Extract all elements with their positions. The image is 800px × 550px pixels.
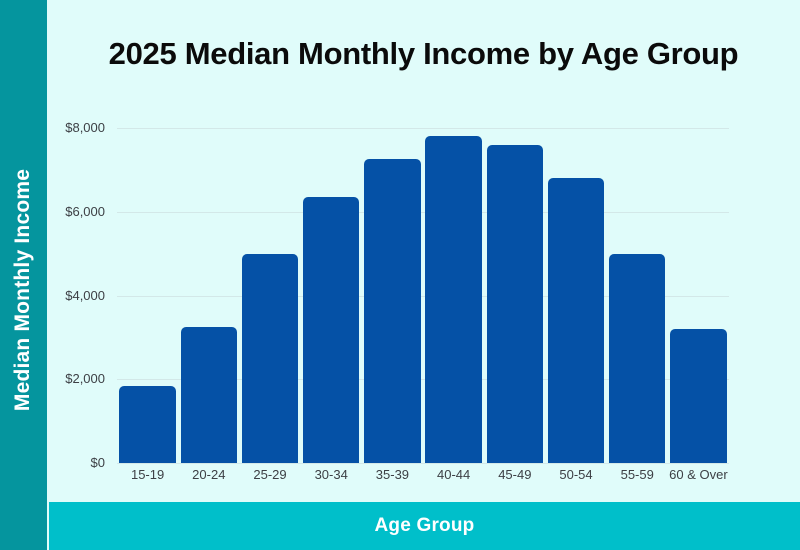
gridline <box>117 128 729 129</box>
x-tick-label: 30-34 <box>314 467 348 482</box>
y-tick-label: $8,000 <box>65 120 105 135</box>
x-tick-label: 55-59 <box>620 467 654 482</box>
y-axis-ticks: $0 $2,000 $4,000 $6,000 $8,000 <box>40 120 105 470</box>
x-tick-label: 35-39 <box>375 467 410 482</box>
bar-25-29 <box>241 253 299 463</box>
bars-container <box>117 128 729 463</box>
bar-15-19 <box>119 385 176 463</box>
x-tick-label: 15-19 <box>130 467 165 482</box>
x-tick-label: 45-49 <box>498 467 532 482</box>
x-tick-label: 25-29 <box>253 467 287 482</box>
bar-slot <box>545 128 606 463</box>
x-axis-ticks: 15-19 20-24 25-29 30-34 35-39 40-44 45-49 50-54… <box>117 467 729 482</box>
chart-title: 2025 Median Monthly Income by Age Group <box>108 36 739 71</box>
y-axis-band: Median Monthly Income <box>0 0 47 550</box>
y-tick-label: $4,000 <box>65 287 105 303</box>
bar-slot <box>423 128 484 463</box>
x-tick-label: 50-54 <box>559 467 593 482</box>
bar-45-49 <box>486 144 543 463</box>
y-axis-title-wrap: Median Monthly Income <box>0 40 47 540</box>
bar-55-59 <box>609 253 666 463</box>
bar-20-24 <box>180 326 237 463</box>
y-tick-label: $6,000 <box>65 203 105 219</box>
bar-slot <box>607 128 668 463</box>
bar-slot <box>239 128 300 463</box>
bar-35-39 <box>364 159 421 463</box>
bar-60 & Over <box>670 329 727 463</box>
x-tick-label: 60 & Over <box>669 467 728 482</box>
bar-slot <box>362 128 423 463</box>
bar-slot <box>117 128 178 463</box>
x-axis-band: Age Group <box>49 502 800 550</box>
x-tick-label: 20-24 <box>192 467 226 482</box>
y-tick-label: $2,000 <box>65 371 105 387</box>
bar-slot <box>484 128 545 463</box>
bar-slot <box>301 128 362 463</box>
bar-slot <box>178 128 239 463</box>
bar-50-54 <box>547 178 605 463</box>
bar-slot <box>668 128 729 463</box>
plot-area <box>117 128 729 464</box>
x-tick-label: 40-44 <box>436 467 471 482</box>
y-tick-label: $0 <box>90 455 105 470</box>
gridline <box>117 463 729 464</box>
bar-40-44 <box>425 136 482 463</box>
y-axis-title: Median Monthly Income <box>11 168 35 412</box>
gridline <box>117 379 729 381</box>
gridline <box>117 295 729 297</box>
bar-30-34 <box>303 197 360 463</box>
gridline <box>117 211 729 213</box>
x-axis-title: Age Group <box>374 515 475 536</box>
